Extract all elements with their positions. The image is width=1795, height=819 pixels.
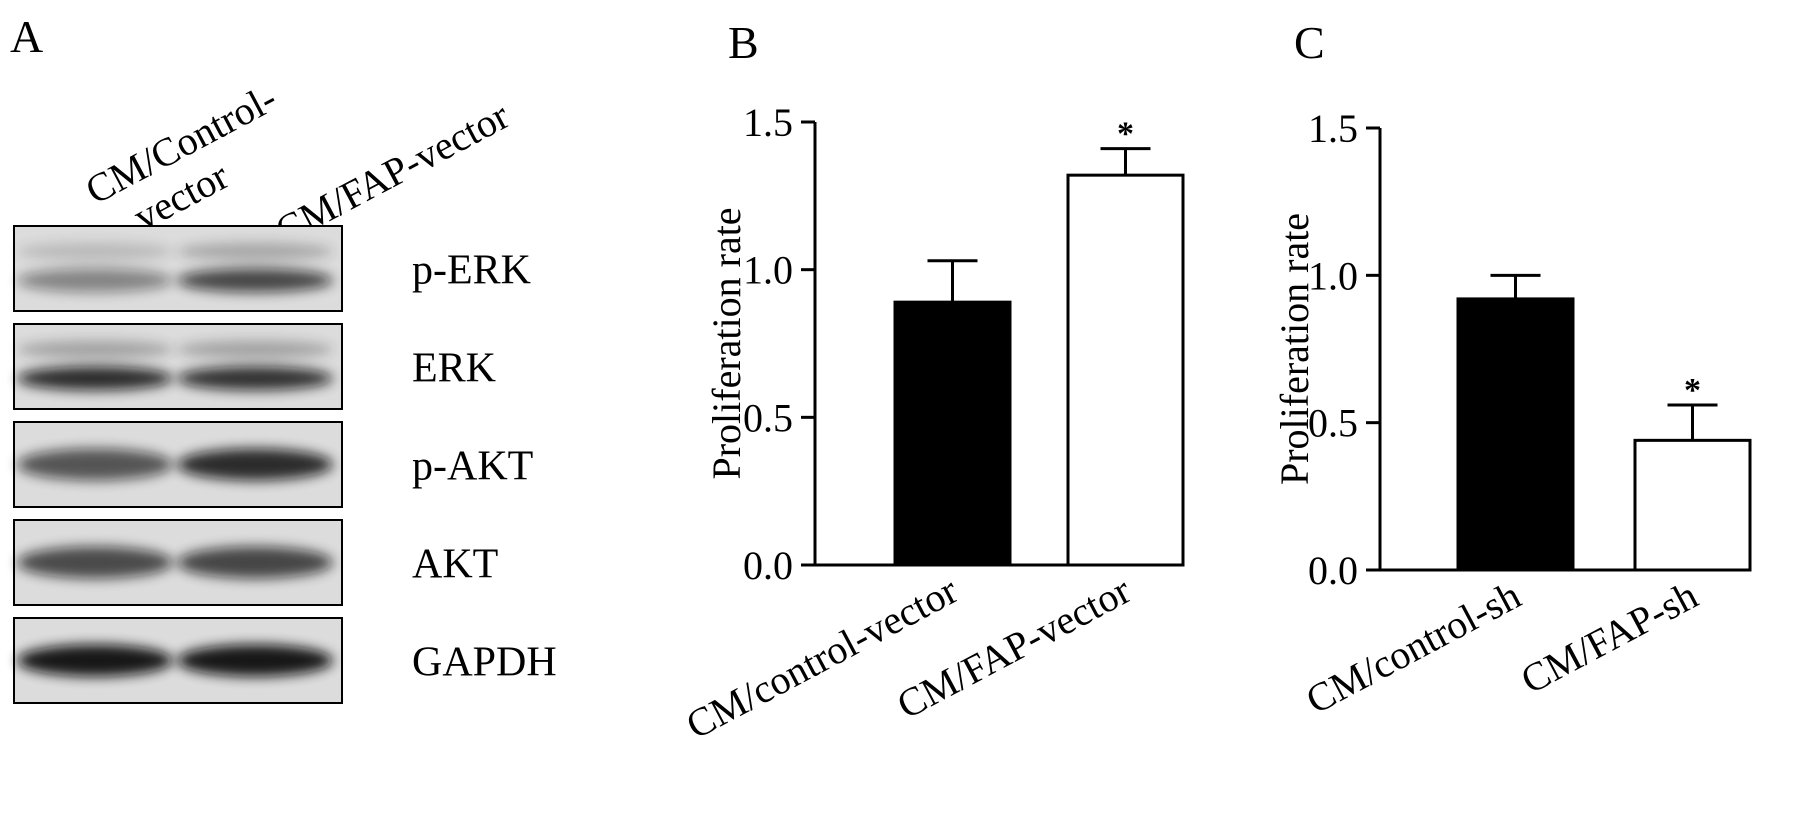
western-blot-panel: CM/Control- vector CM/FAP-vector p-ERKER… [13, 75, 557, 704]
blot-label-akt: AKT [412, 542, 498, 588]
x-category-label: CM/control-sh [1299, 572, 1528, 722]
y-tick-label: 1.5 [743, 100, 793, 145]
band-upper [17, 242, 173, 261]
band [17, 448, 173, 481]
bar [1633, 438, 1752, 572]
bar [1066, 173, 1185, 567]
band [177, 546, 333, 579]
blot-p-akt: p-AKT [13, 421, 533, 508]
y-tick-label: 0.5 [1308, 401, 1358, 446]
band-upper [177, 242, 333, 261]
band-upper [17, 340, 173, 359]
significance-marker: * [1117, 116, 1134, 153]
panel-letter-c: C [1294, 17, 1325, 68]
y-tick-label: 0.5 [743, 395, 793, 440]
y-tick-label: 0.0 [743, 543, 793, 588]
band [177, 448, 333, 481]
y-tick-label: 1.5 [1308, 106, 1358, 151]
blot-label-p-erk: p-ERK [412, 248, 531, 294]
y-tick-label: 1.0 [743, 248, 793, 293]
band [177, 644, 333, 677]
blot-akt: AKT [13, 519, 498, 606]
y-axis-label: Proliferation rate [1272, 213, 1317, 485]
bar [1456, 297, 1575, 572]
band-lower [17, 268, 173, 293]
y-axis-label: Proliferation rate [704, 207, 749, 479]
blot-erk: ERK [13, 323, 496, 410]
blot-label-gapdh: GAPDH [412, 640, 557, 686]
band-lower [17, 366, 173, 391]
blot-p-erk: p-ERK [13, 225, 531, 312]
band-lower [177, 366, 333, 391]
bar-chart-c: 0.0 0.5 1.0 1.5 Proliferation rate CM/control… [1272, 106, 1752, 723]
band-upper [177, 340, 333, 359]
blot-label-erk: ERK [412, 346, 496, 392]
blot-label-p-akt: p-AKT [412, 444, 533, 490]
blot-strip-frame [13, 323, 343, 410]
panel-letter-b: B [728, 17, 759, 68]
panel-letter-a: A [10, 11, 43, 62]
y-tick-label: 1.0 [1308, 253, 1358, 298]
x-category-label: CM/FAP-sh [1513, 572, 1704, 702]
blot-strip-frame [13, 225, 343, 312]
blot-gapdh: GAPDH [13, 617, 557, 704]
band [17, 644, 173, 677]
band [17, 546, 173, 579]
blot-strips: p-ERK ERK p-AKT AKT GAPDH [13, 225, 557, 704]
y-tick-label: 0.0 [1308, 548, 1358, 593]
bar [893, 300, 1012, 567]
band-lower [177, 268, 333, 293]
significance-marker: * [1684, 372, 1701, 409]
